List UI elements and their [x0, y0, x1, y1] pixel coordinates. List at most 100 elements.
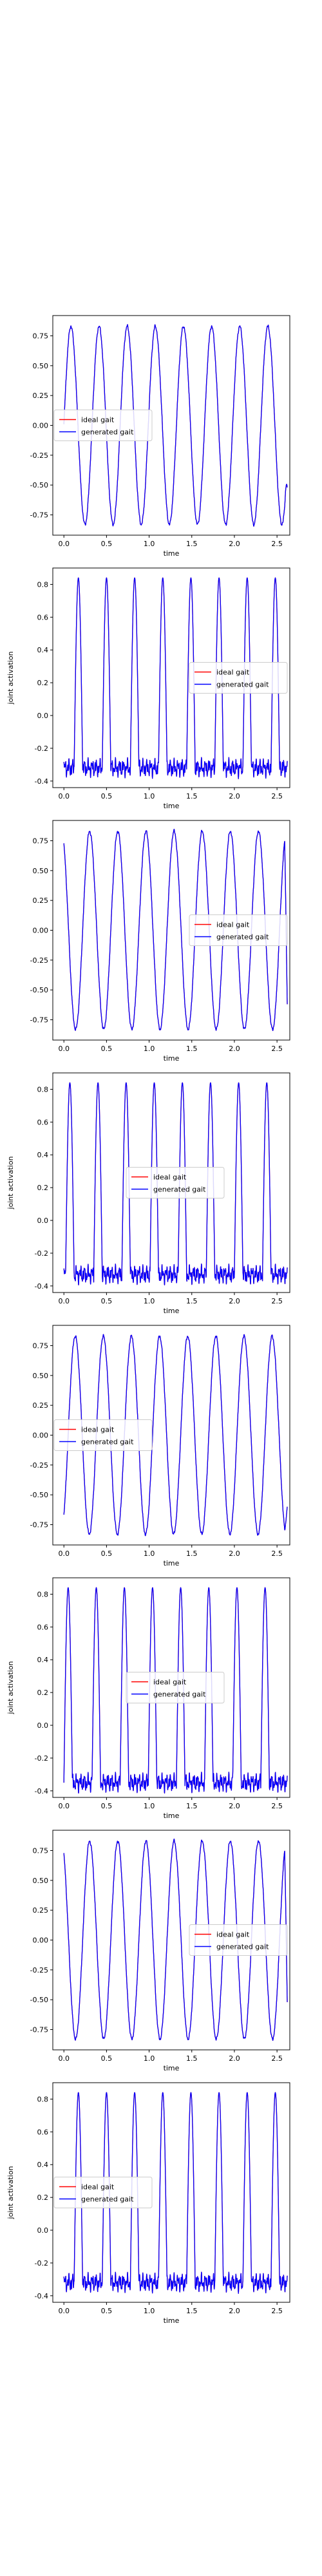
y-tick-label: -0.50	[30, 1491, 48, 1499]
y-tick-label: 0.75	[33, 332, 49, 341]
y-tick-label: 0.75	[33, 837, 49, 846]
x-tick-label: 1.5	[186, 2307, 198, 2315]
chart-4: 0.8 0.6 0.4 0.2 0.0 -0.2 -0.4 0.0 0.5 1.0 1.5 2.0 2.…	[6, 1072, 290, 1315]
legend-box	[53, 2177, 153, 2208]
legend: ideal gait generated gait	[126, 1672, 225, 1703]
x-tick-label: 2.5	[271, 1802, 283, 1810]
legend-label: ideal gait	[153, 1678, 187, 1687]
y-tick-label: 0.25	[33, 1906, 49, 1915]
x-tick-label: 0.0	[58, 1297, 70, 1305]
x-tick-label: 1.0	[144, 1802, 155, 1810]
y-tick-label: -0.25	[30, 956, 48, 965]
series-line-generated-gait	[63, 324, 288, 527]
y-tick-label: -0.4	[35, 1787, 48, 1795]
x-tick-label: 0.0	[58, 1802, 70, 1810]
y-tick-label: 0.25	[33, 1401, 49, 1410]
y-tick-label: 0.50	[33, 1372, 49, 1380]
y-tick-label: -0.25	[30, 1461, 48, 1470]
legend-label: generated gait	[153, 1186, 206, 1194]
legend-label: ideal gait	[216, 921, 250, 929]
legend-box	[189, 1924, 288, 1956]
x-tick-label: 0.0	[58, 1045, 70, 1053]
y-tick-label: -0.2	[35, 2259, 48, 2268]
chart-5: 0.75 0.50 0.25 0.00 -0.25 -0.50 -0.75 0.0 0.5 1.0…	[30, 1325, 290, 1567]
legend-box	[126, 1672, 225, 1703]
series-line-generated-gait	[63, 1082, 288, 1285]
y-tick-label: -0.2	[35, 1754, 48, 1763]
y-tick-label: 0.0	[37, 712, 49, 720]
y-tick-label: -0.50	[30, 481, 48, 489]
y-tick-label: 0.2	[37, 1184, 49, 1192]
legend: ideal gait generated gait	[53, 1419, 153, 1451]
y-axis-label: joint activation	[6, 1156, 15, 1209]
y-tick-label: -0.25	[30, 1966, 48, 1975]
legend-label: ideal gait	[216, 668, 250, 677]
chart-1: 0.75 0.50 0.25 0.00 -0.25 -0.50 -0.75 0.0 0.5 1.0…	[30, 315, 290, 558]
y-tick-label: 0.0	[37, 1217, 49, 1225]
x-tick-label: 2.5	[271, 1297, 283, 1305]
y-tick-label: -0.2	[35, 1249, 48, 1258]
series-group	[63, 1082, 288, 1285]
x-tick-label: 2.0	[229, 1802, 240, 1810]
x-tick-label: 1.5	[186, 792, 198, 800]
x-tick-label: 0.0	[58, 792, 70, 800]
x-tick-label: 0.5	[101, 1802, 113, 1810]
x-tick-label: 0.5	[101, 1549, 113, 1558]
x-tick-label: 1.0	[144, 1297, 155, 1305]
series-line-generated-gait	[63, 1587, 288, 1794]
legend: ideal gait generated gait	[53, 2177, 153, 2208]
x-axis-label: time	[164, 1307, 180, 1315]
y-tick-label: 0.0	[37, 2226, 49, 2235]
y-tick-label: -0.4	[35, 1282, 48, 1291]
y-tick-label: 0.50	[33, 867, 49, 875]
y-tick-label: 0.4	[37, 646, 49, 654]
y-tick-label: 0.8	[37, 1590, 49, 1598]
legend-label: generated gait	[216, 681, 269, 689]
y-tick-label: 0.75	[33, 1847, 49, 1855]
y-tick-label: 0.00	[33, 1937, 49, 1945]
x-tick-label: 0.5	[101, 1297, 113, 1305]
y-tick-label: 0.2	[37, 679, 49, 687]
x-tick-label: 2.5	[271, 792, 283, 800]
y-tick-label: -0.4	[35, 2292, 48, 2300]
x-tick-label: 2.0	[229, 792, 240, 800]
legend-box	[189, 662, 288, 694]
x-tick-label: 2.5	[271, 2307, 283, 2315]
series-group	[63, 1838, 288, 2041]
legend-label: generated gait	[216, 933, 269, 942]
chart-3: 0.75 0.50 0.25 0.00 -0.25 -0.50 -0.75 0.0 0.5 1.0…	[30, 820, 290, 1063]
plot-frame	[52, 2082, 290, 2303]
x-tick-label: 0.0	[58, 2054, 70, 2063]
legend-label: ideal gait	[81, 1426, 115, 1434]
y-tick-label: 0.4	[37, 2161, 49, 2169]
y-tick-label: 0.00	[33, 1432, 49, 1440]
x-axis-label: time	[164, 549, 180, 558]
chart-7: 0.75 0.50 0.25 0.00 -0.25 -0.50 -0.75 0.0 0.5 1.0…	[30, 1830, 290, 2072]
legend-label: ideal gait	[153, 1173, 187, 1182]
legend: ideal gait generated gait	[189, 1924, 288, 1956]
x-tick-label: 0.5	[101, 2054, 113, 2063]
chart-6: 0.8 0.6 0.4 0.2 0.0 -0.2 -0.4 0.0 0.5 1.0 1.5 2.0 2.…	[6, 1577, 290, 1820]
y-tick-label: 0.8	[37, 1085, 49, 1094]
legend-label: generated gait	[81, 428, 134, 437]
series-line-generated-gait	[63, 2092, 288, 2294]
series-group	[63, 828, 288, 1031]
x-tick-label: 2.5	[271, 2054, 283, 2063]
x-tick-label: 0.0	[58, 540, 70, 548]
legend: ideal gait generated gait	[53, 410, 153, 441]
y-tick-label: 0.6	[37, 2128, 49, 2136]
y-tick-label: 0.6	[37, 613, 49, 621]
x-tick-label: 1.0	[144, 2307, 155, 2315]
plot-frame	[52, 1072, 290, 1293]
legend: ideal gait generated gait	[189, 914, 288, 946]
x-tick-label: 1.5	[186, 1802, 198, 1810]
plot-frame	[52, 567, 290, 788]
x-tick-label: 1.0	[144, 540, 155, 548]
x-tick-label: 0.5	[101, 1045, 113, 1053]
legend: ideal gait generated gait	[126, 1167, 225, 1198]
x-tick-label: 1.5	[186, 2054, 198, 2063]
x-tick-label: 2.0	[229, 540, 240, 548]
x-axis-label: time	[164, 1559, 180, 1567]
chart-2: 0.8 0.6 0.4 0.2 0.0 -0.2 -0.4 0.0 0.5 1.0 1.5 2.0 2.…	[6, 567, 290, 810]
